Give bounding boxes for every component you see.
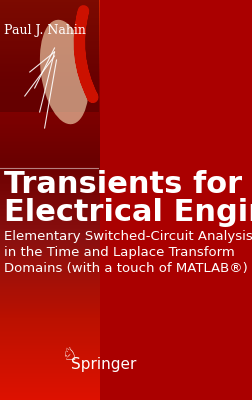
Text: Transients for: Transients for bbox=[4, 170, 242, 199]
Text: Paul J. Nahin: Paul J. Nahin bbox=[4, 24, 86, 37]
Ellipse shape bbox=[40, 20, 89, 124]
Text: Domains (with a touch of MATLAB®): Domains (with a touch of MATLAB®) bbox=[4, 262, 248, 275]
Text: Springer: Springer bbox=[71, 357, 137, 372]
Text: Elementary Switched-Circuit Analysis: Elementary Switched-Circuit Analysis bbox=[4, 230, 252, 243]
Text: ♘: ♘ bbox=[61, 346, 78, 364]
Text: in the Time and Laplace Transform: in the Time and Laplace Transform bbox=[4, 246, 235, 259]
FancyArrowPatch shape bbox=[79, 11, 93, 98]
Bar bbox=[0, 0, 99, 112]
Text: Electrical Engineers: Electrical Engineers bbox=[4, 198, 252, 227]
